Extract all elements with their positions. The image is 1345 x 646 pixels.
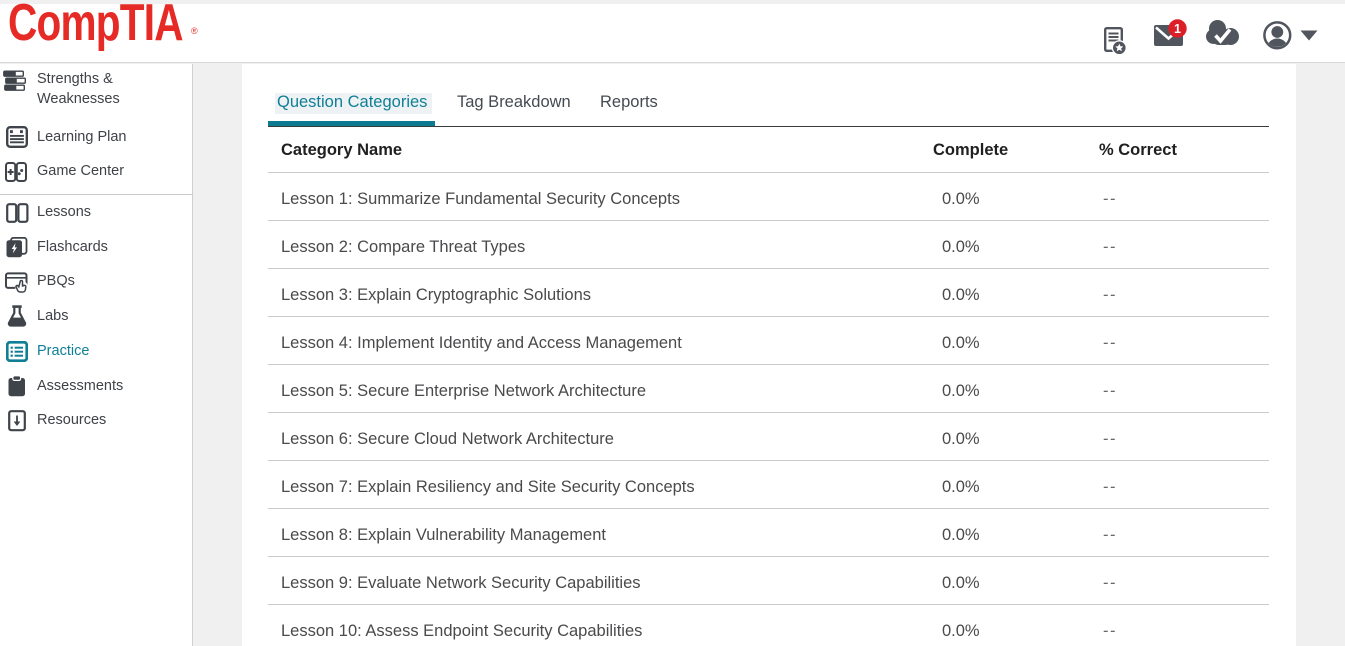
- svg-text:1: 1: [1174, 22, 1181, 36]
